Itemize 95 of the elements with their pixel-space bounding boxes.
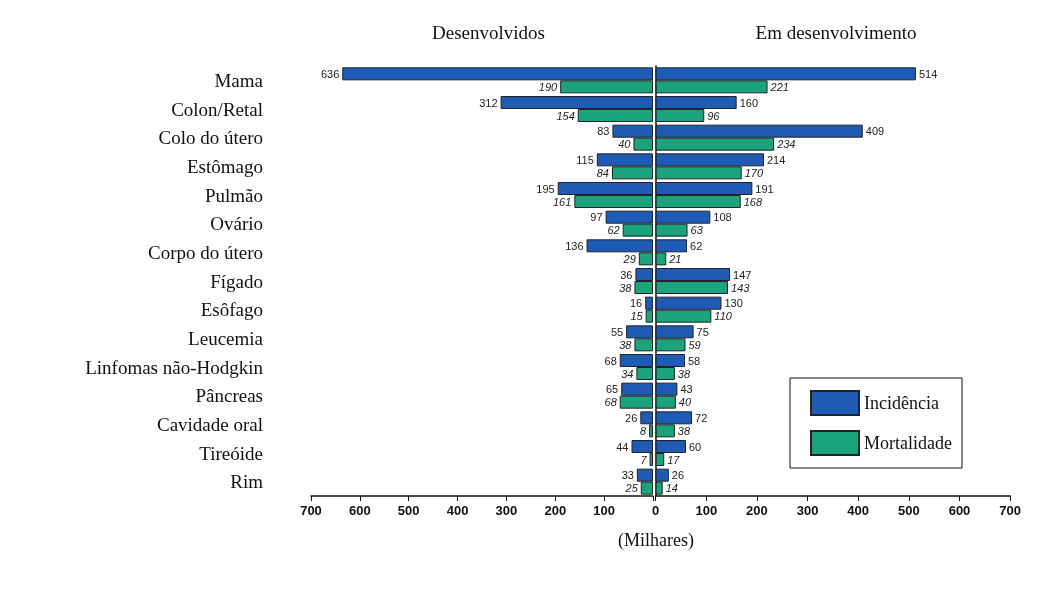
data-label: 7 [640, 453, 648, 466]
data-label: 38 [619, 281, 633, 294]
data-label: 26 [625, 411, 638, 424]
y-tick-label: Leucemia [188, 327, 264, 349]
data-label: 84 [596, 166, 609, 179]
x-tick-label: 200 [746, 503, 768, 518]
data-label: 40 [618, 138, 632, 151]
chart-title: Desenvolvidos [432, 22, 545, 43]
y-tick-label: Ovário [210, 213, 263, 235]
data-label: 60 [689, 440, 702, 453]
data-label: 40 [678, 396, 692, 409]
data-label: 68 [604, 354, 617, 367]
x-tick-label: 700 [999, 503, 1022, 518]
data-label: 62 [607, 224, 620, 237]
data-label: 44 [616, 440, 629, 453]
data-label: 17 [667, 453, 681, 466]
data-label: 38 [677, 424, 691, 437]
data-label: 75 [696, 325, 709, 338]
data-label: 234 [776, 138, 796, 151]
data-label: 43 [680, 383, 693, 396]
y-tick-label: Cavidade oral [156, 413, 263, 435]
data-label: 63 [690, 224, 704, 237]
data-label: 97 [590, 211, 603, 224]
legend-label: Mortalidade [864, 433, 953, 453]
data-label: 14 [665, 482, 678, 495]
data-label: 38 [619, 338, 633, 351]
data-label: 136 [565, 239, 584, 252]
data-label: 33 [621, 469, 634, 482]
y-tick-label: Rim [230, 471, 264, 493]
data-label: 83 [597, 125, 610, 138]
data-label: 62 [690, 239, 703, 252]
data-label: 190 [538, 80, 559, 93]
x-tick-label: 200 [544, 503, 567, 518]
x-tick-label: 100 [593, 503, 615, 518]
data-label: 170 [744, 166, 764, 179]
y-tick-label: Tireóide [199, 442, 263, 464]
data-label: 8 [639, 424, 647, 437]
data-label: 108 [713, 211, 732, 224]
data-label: 38 [677, 367, 691, 380]
y-tick-label: Mama [214, 69, 264, 91]
data-label: 160 [739, 96, 759, 109]
data-label: 36 [620, 268, 633, 281]
data-label: 96 [707, 109, 721, 122]
data-label: 130 [724, 297, 743, 310]
data-label: 65 [605, 383, 619, 396]
data-label: 312 [479, 96, 498, 109]
data-label: 34 [621, 367, 634, 380]
data-label: 214 [767, 153, 786, 166]
data-label: 195 [536, 182, 555, 195]
x-tick-label: 0 [652, 503, 660, 518]
x-tick-label: 100 [695, 503, 718, 518]
y-tick-label: Pâncreas [195, 385, 263, 407]
data-label: 72 [695, 411, 708, 424]
data-label: 191 [755, 182, 774, 195]
x-axis-title: (Milhares) [618, 530, 694, 551]
data-label: 154 [556, 109, 575, 122]
data-label: 409 [865, 125, 885, 138]
data-label: 59 [688, 338, 701, 351]
x-tick-label: 500 [397, 503, 420, 518]
y-tick-label: Fígado [210, 270, 263, 292]
data-label: 29 [622, 252, 636, 265]
data-label: 168 [743, 195, 763, 208]
x-tick-label: 600 [948, 503, 971, 518]
x-tick-label: 300 [495, 503, 518, 518]
x-tick-label: 600 [349, 503, 371, 518]
data-label: 16 [629, 297, 643, 310]
data-label: 58 [687, 354, 701, 367]
y-tick-label: Colo do útero [158, 127, 263, 149]
x-tick-label: 500 [898, 503, 920, 518]
data-label: 26 [671, 469, 685, 482]
data-label: 21 [668, 252, 682, 265]
data-label: 15 [630, 310, 644, 323]
data-label: 221 [769, 80, 789, 93]
y-tick-label: Corpo do útero [147, 241, 263, 263]
data-label: 147 [733, 268, 752, 281]
y-tick-label: Estômago [187, 155, 263, 177]
y-tick-label: Linfomas não-Hodgkin [85, 356, 264, 378]
x-tick-label: 700 [300, 503, 322, 518]
y-tick-label: Colon/Retal [171, 98, 263, 120]
data-label: 68 [604, 396, 618, 409]
data-label: 55 [610, 325, 624, 338]
data-label: 143 [731, 281, 751, 294]
data-label: 161 [552, 195, 572, 208]
data-label: 110 [714, 310, 733, 323]
y-tick-label: Pulmão [204, 184, 263, 206]
data-label: 636 [320, 67, 340, 80]
data-label: 25 [624, 482, 639, 495]
x-tick-label: 400 [847, 503, 870, 518]
chart-title: Em desenvolvimento [755, 22, 917, 43]
y-tick-label: Esôfago [200, 299, 263, 321]
x-tick-label: 400 [446, 503, 469, 518]
data-label: 115 [576, 153, 594, 166]
data-label: 514 [918, 67, 938, 80]
legend-label: Incidência [864, 393, 939, 413]
x-tick-label: 300 [796, 503, 819, 518]
